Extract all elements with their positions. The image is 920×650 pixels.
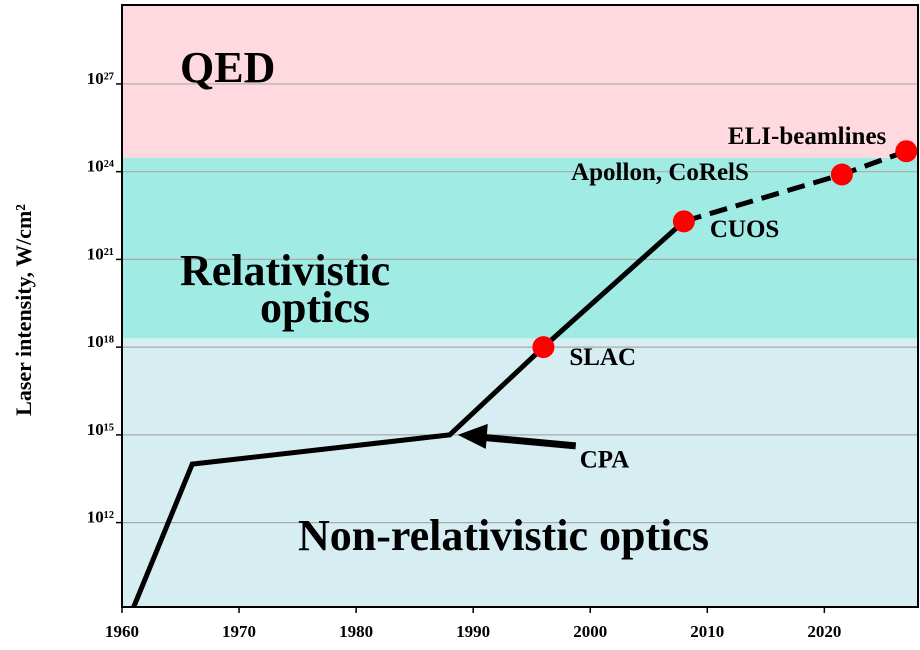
region-label: QED	[180, 43, 275, 92]
y-axis-label: Laser intensity, W/cm²	[11, 204, 36, 416]
y-tick-label: 10²⁴	[87, 157, 114, 176]
annotation-label: CPA	[580, 447, 630, 474]
y-tick-label: 10¹⁸	[87, 332, 114, 351]
region	[122, 5, 918, 158]
point-label: SLAC	[569, 344, 636, 371]
data-point	[672, 210, 695, 233]
region-label: Relativistic	[180, 246, 390, 295]
plot-frame	[121, 4, 919, 608]
x-tick-label: 1990	[456, 622, 490, 641]
y-tick-label: 10²¹	[87, 244, 114, 263]
y-tick-label: 10¹²	[87, 508, 114, 527]
line	[131, 219, 686, 608]
x-tick-label: 2020	[807, 622, 841, 641]
point-label: CUOS	[710, 216, 779, 243]
x-tick-label: 1960	[105, 622, 139, 641]
data-point	[895, 140, 918, 163]
y-tick-label: 10²⁷	[87, 69, 114, 88]
data-point	[532, 336, 555, 359]
y-tick-label: 10¹⁵	[87, 420, 114, 439]
region	[122, 157, 918, 339]
region-label: Non-relativistic optics	[298, 511, 709, 560]
annotation-arrow	[482, 433, 577, 450]
x-tick-label: 1980	[339, 622, 373, 641]
annotation-arrowhead	[457, 423, 488, 449]
x-tick-label: 1970	[222, 622, 256, 641]
region-label: optics	[260, 283, 370, 332]
point-label: ELI-beamlines	[728, 123, 887, 150]
x-tick-label: 2000	[573, 622, 607, 641]
data-point	[830, 163, 853, 186]
region	[122, 338, 918, 607]
x-tick-label: 2010	[690, 622, 724, 641]
point-label: Apollon, CoRelS	[571, 159, 749, 186]
